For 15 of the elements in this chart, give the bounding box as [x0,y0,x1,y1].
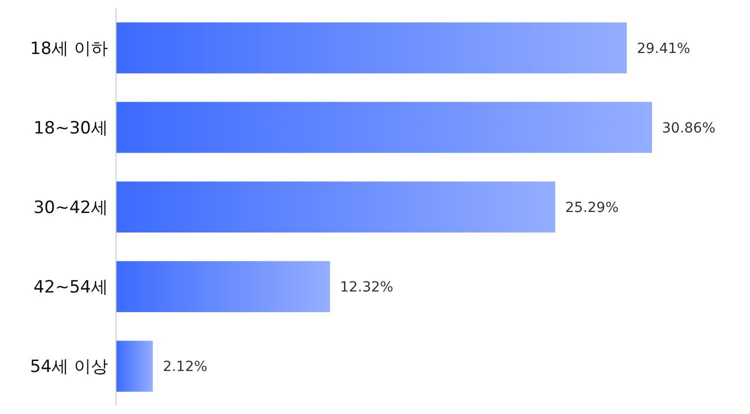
data-label: 30.86% [662,120,716,136]
bar [116,102,652,153]
y-tick-label: 42~54세 [33,278,108,298]
bar [116,261,330,312]
y-tick-label: 30~42세 [33,198,108,218]
data-label: 2.12% [162,359,208,376]
y-tick-label: 18~30세 [33,118,108,138]
data-label: 12.32% [340,280,394,296]
y-tick-label: 18세 이하 [30,38,108,59]
bar [116,340,153,392]
bar [116,22,627,74]
bar [116,182,556,233]
data-label: 25.29% [565,200,619,216]
y-tick-label: 54세 이상 [30,357,108,378]
data-label: 29.41% [636,40,690,57]
